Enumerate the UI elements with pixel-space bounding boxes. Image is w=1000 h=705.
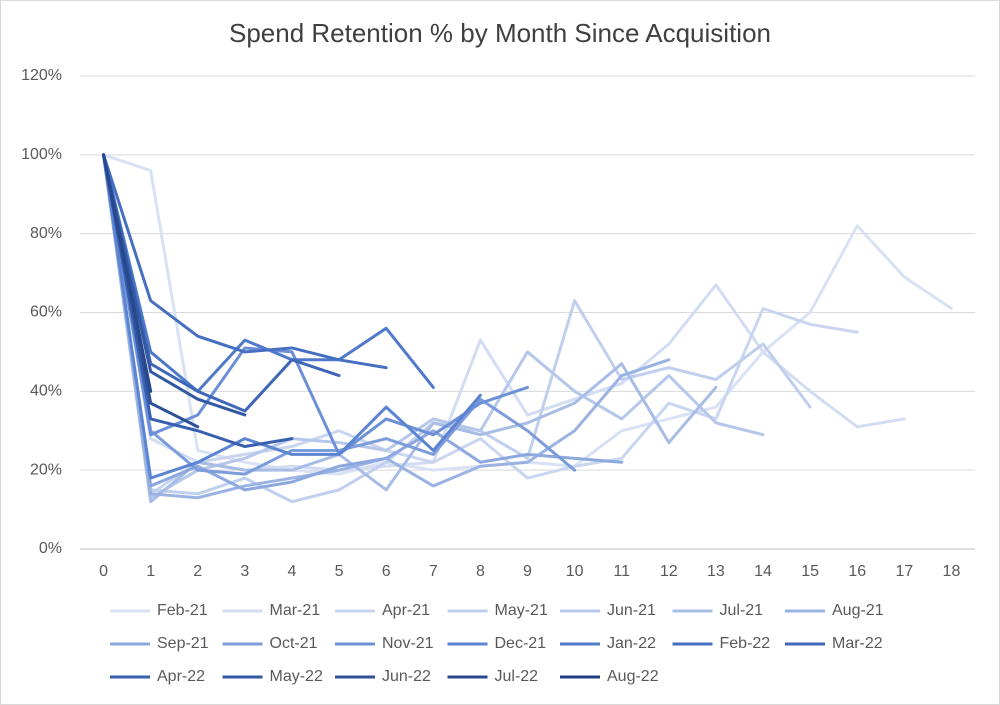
y-tick-label: 40% <box>30 383 62 400</box>
x-tick-label: 8 <box>476 563 485 580</box>
legend-label: May-22 <box>270 668 323 685</box>
y-tick-label: 80% <box>30 225 62 242</box>
x-tick-label: 17 <box>895 563 913 580</box>
legend-label: Feb-22 <box>720 635 771 652</box>
x-tick-label: 7 <box>429 563 438 580</box>
x-tick-label: 5 <box>335 563 344 580</box>
series-line <box>102 153 388 370</box>
legend-label: Nov-21 <box>382 635 434 652</box>
series-line <box>102 153 153 393</box>
series-line <box>102 153 482 480</box>
series-line <box>102 153 718 504</box>
legend-label: Oct-21 <box>270 635 318 652</box>
x-tick-label: 6 <box>382 563 391 580</box>
x-tick-label: 10 <box>566 563 584 580</box>
x-tick-label: 18 <box>943 563 961 580</box>
x-tick-label: 14 <box>754 563 772 580</box>
series-line <box>102 153 624 492</box>
x-tick-label: 9 <box>523 563 532 580</box>
series-line <box>102 153 859 496</box>
legend-label: Aug-22 <box>607 668 659 685</box>
y-tick-label: 120% <box>21 67 62 84</box>
y-tick-label: 100% <box>21 146 62 163</box>
legend-label: May-21 <box>495 602 548 619</box>
series-line <box>102 153 577 476</box>
y-tick-label: 60% <box>30 304 62 321</box>
legend-label: Dec-21 <box>495 635 547 652</box>
series-line <box>102 153 294 449</box>
x-tick-label: 11 <box>613 563 630 580</box>
x-tick-label: 1 <box>146 563 155 580</box>
x-tick-label: 12 <box>660 563 678 580</box>
x-tick-label: 3 <box>240 563 249 580</box>
legend-label: Apr-21 <box>382 602 430 619</box>
legend-label: Jan-22 <box>607 635 656 652</box>
x-tick-label: 4 <box>288 563 297 580</box>
x-tick-label: 0 <box>99 563 108 580</box>
x-tick-label: 13 <box>707 563 725 580</box>
legend-label: Mar-22 <box>832 635 883 652</box>
legend-label: Jun-21 <box>607 602 656 619</box>
series-line <box>102 153 247 417</box>
legend-label: Apr-22 <box>157 668 205 685</box>
legend-label: Sep-21 <box>157 635 209 652</box>
legend-label: Aug-21 <box>832 602 884 619</box>
y-tick-label: 20% <box>30 461 62 478</box>
legend-label: Jul-22 <box>495 668 539 685</box>
x-tick-label: 2 <box>193 563 202 580</box>
legend-label: Jul-21 <box>720 602 764 619</box>
y-tick-label: 0% <box>39 540 62 557</box>
legend-label: Jun-22 <box>382 668 431 685</box>
x-tick-label: 16 <box>848 563 866 580</box>
legend-label: Mar-21 <box>270 602 321 619</box>
x-tick-label: 15 <box>801 563 819 580</box>
chart-title: Spend Retention % by Month Since Acquisi… <box>229 18 771 48</box>
legend-label: Feb-21 <box>157 602 208 619</box>
